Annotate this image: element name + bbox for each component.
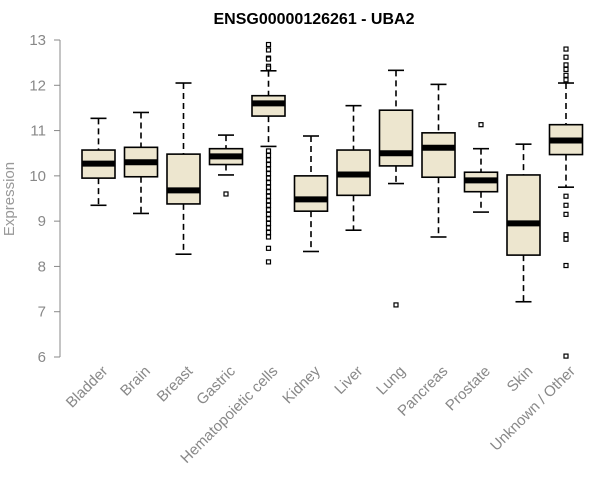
outlier-point	[393, 302, 399, 308]
outlier-point	[265, 184, 272, 190]
outlier-point	[563, 353, 569, 359]
outlier-point	[265, 41, 272, 48]
y-axis-label: Expression	[1, 162, 18, 236]
outlier-point	[265, 207, 272, 213]
outlier-point	[265, 170, 272, 177]
outlier-point	[478, 122, 484, 128]
outlier-point	[563, 232, 569, 238]
box-6	[293, 135, 329, 253]
outlier-point	[265, 157, 272, 163]
y-tick-label: 13	[29, 32, 46, 49]
x-tick-label: Bladder	[63, 363, 112, 412]
outlier-point	[265, 166, 272, 172]
y-tick-label: 9	[38, 213, 46, 230]
y-tick-label: 11	[30, 123, 46, 140]
iqr-box	[166, 153, 201, 205]
outlier-point	[223, 191, 229, 197]
outlier-point	[563, 202, 569, 208]
box-12	[548, 46, 584, 359]
outlier-point	[265, 259, 272, 265]
outlier-point	[265, 245, 272, 251]
outlier-point	[265, 193, 272, 199]
iqr-box	[421, 132, 456, 179]
outlier-point	[265, 202, 272, 208]
y-tick-label: 8	[38, 258, 46, 275]
y-tick-label: 6	[38, 349, 46, 366]
outlier-point	[563, 211, 569, 217]
iqr-box	[378, 109, 414, 167]
box-5	[251, 41, 286, 265]
box-3	[166, 82, 201, 256]
outlier-point	[265, 229, 272, 236]
box-8	[378, 69, 414, 308]
x-tick-label: Skin	[504, 363, 537, 396]
outlier-point	[265, 180, 272, 186]
iqr-box	[506, 174, 541, 256]
x-tick-label: Liver	[331, 363, 366, 398]
outlier-point	[265, 225, 272, 231]
outlier-point	[563, 46, 569, 52]
box-9	[421, 83, 456, 238]
outlier-point	[265, 198, 272, 204]
outlier-point	[265, 234, 272, 240]
outlier-point	[265, 216, 272, 222]
y-tick-label: 12	[29, 77, 46, 94]
box-1	[81, 117, 116, 207]
box-10	[463, 122, 499, 213]
box-7	[336, 104, 371, 231]
y-tick-label: 7	[38, 304, 46, 321]
outlier-point	[563, 62, 569, 68]
box-11	[506, 143, 541, 303]
iqr-box	[293, 175, 329, 212]
outlier-point	[265, 152, 272, 159]
outlier-point	[563, 236, 569, 242]
outlier-point	[265, 161, 272, 168]
x-tick-label: Kidney	[279, 362, 324, 407]
outlier-point	[563, 77, 569, 83]
outlier-point	[563, 193, 569, 199]
y-axis: 6 7 8 9 10 11 12 13	[29, 32, 61, 366]
outlier-point	[265, 148, 272, 154]
box-4	[208, 134, 244, 197]
outlier-point	[265, 65, 272, 71]
y-tick-label: 10	[29, 168, 46, 185]
outlier-point	[563, 54, 569, 60]
outlier-point	[563, 66, 569, 73]
boxes	[81, 41, 584, 359]
x-tick-label: Prostate	[442, 363, 494, 415]
outlier-point	[265, 47, 272, 53]
x-tick-label: Breast	[154, 362, 197, 405]
outlier-point	[563, 262, 569, 269]
outlier-point	[265, 175, 272, 181]
outlier-point	[265, 220, 272, 227]
outlier-point	[265, 56, 272, 62]
box-2	[123, 111, 159, 215]
outlier-point	[265, 189, 272, 195]
chart-title: ENSG00000126261 - UBA2	[213, 11, 414, 28]
outlier-point	[265, 211, 272, 217]
x-tick-label: Brain	[117, 363, 154, 400]
outlier-point	[563, 72, 569, 78]
x-tick-label: Lung	[373, 363, 409, 399]
